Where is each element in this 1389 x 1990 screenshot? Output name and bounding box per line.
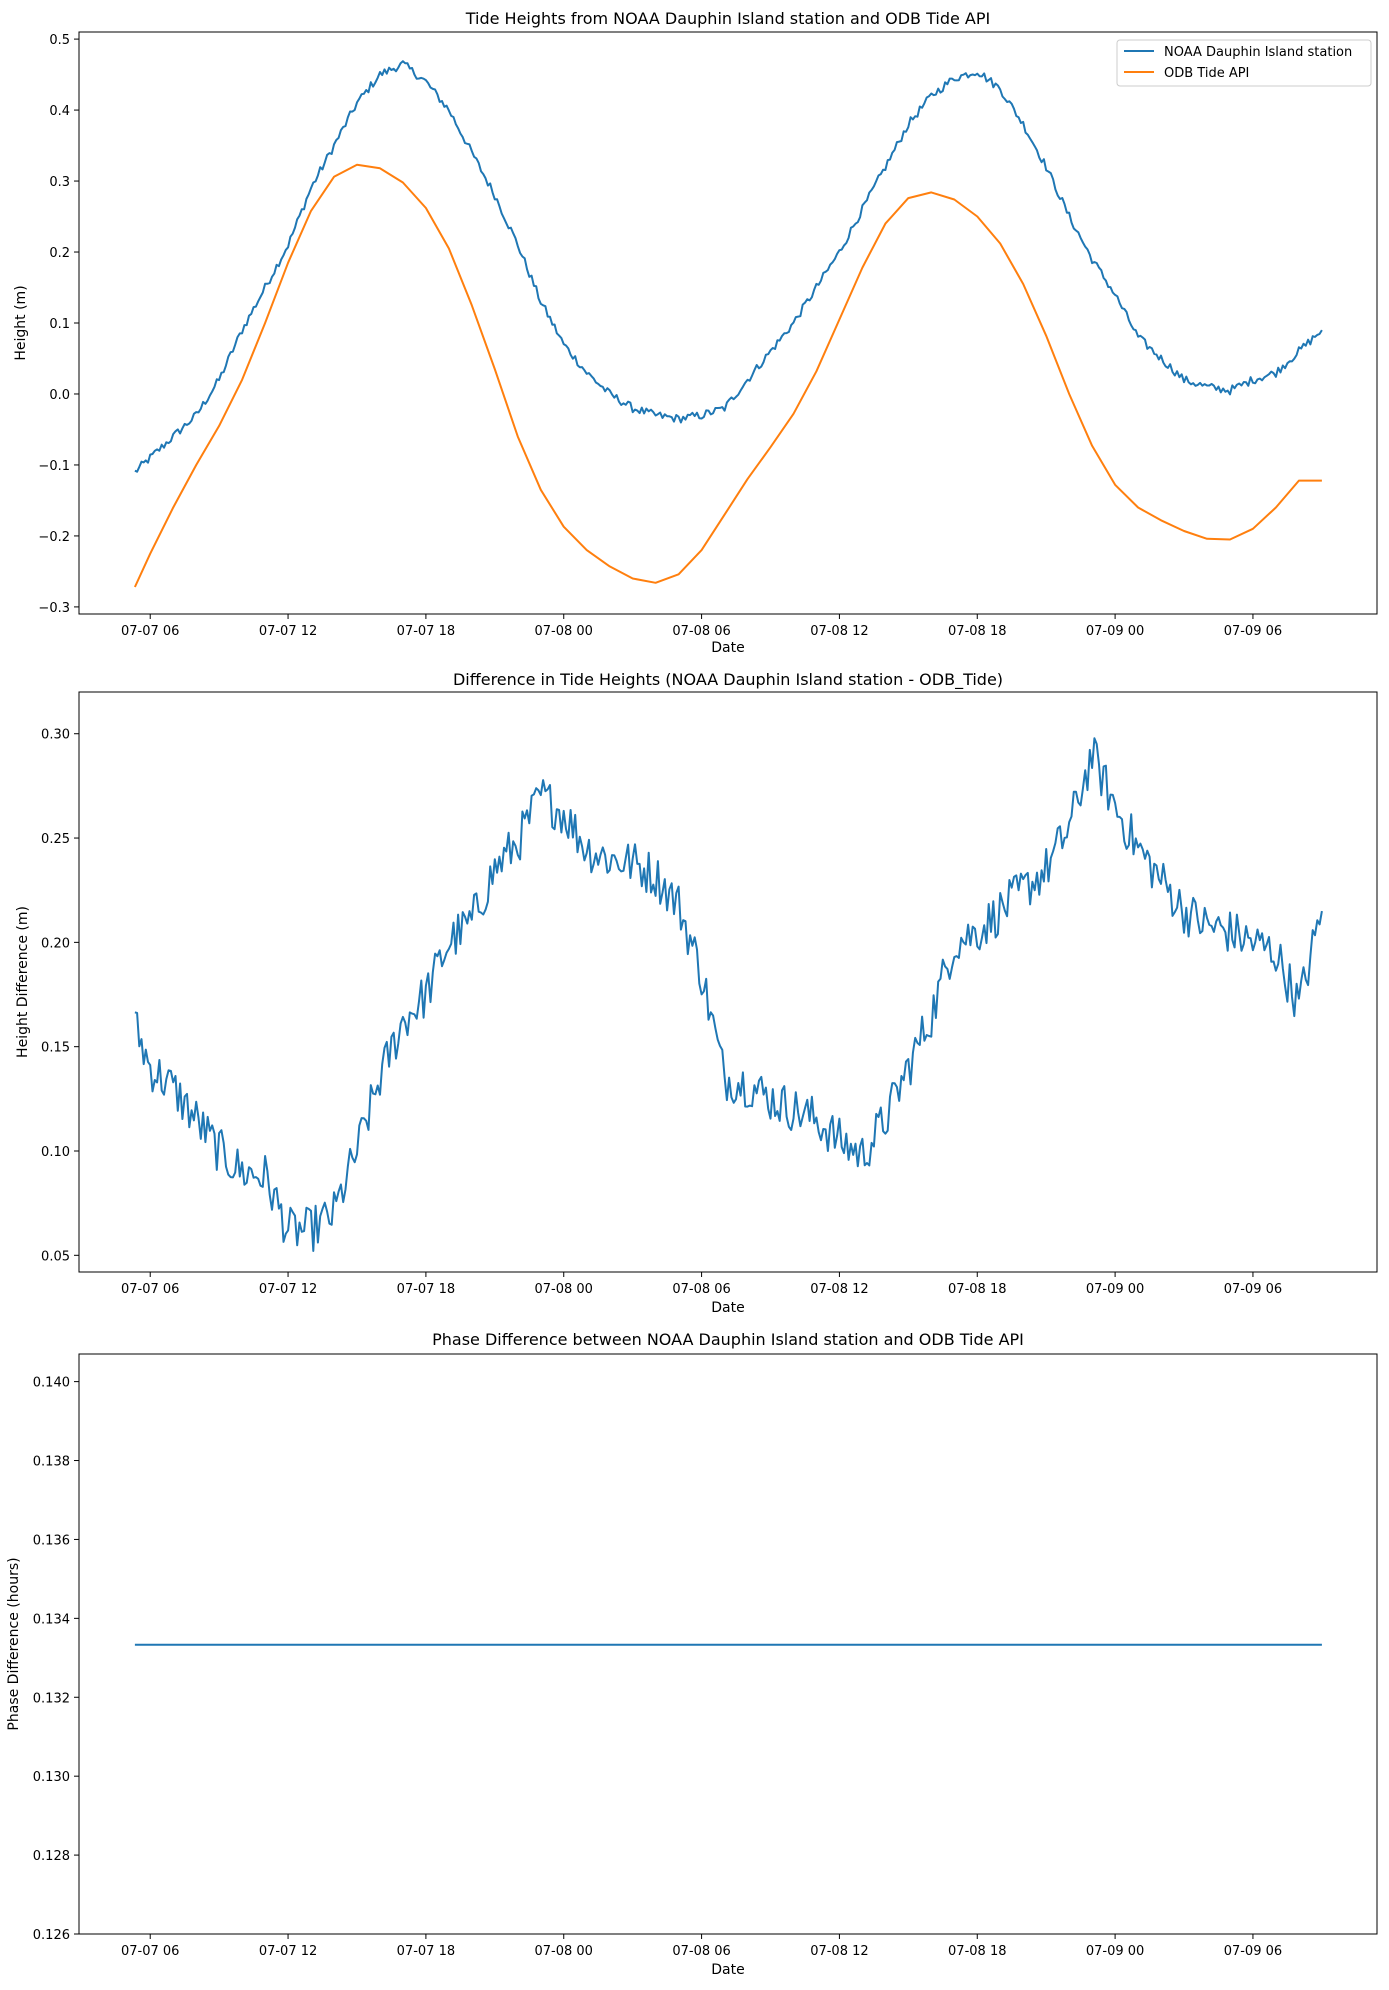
x-tick-label: 07-08 18 [948,1944,1006,1959]
chart1-xlabel: Date [711,640,744,656]
series-line-1-0 [134,737,1323,1252]
y-tick-label: 0.0 [49,388,70,403]
y-tick-label: 0.4 [49,104,70,119]
x-tick-label: 07-08 06 [672,1282,730,1297]
y-tick-label: 0.128 [33,1849,70,1864]
x-tick-label: 07-08 12 [810,1944,868,1959]
x-tick-label: 07-09 00 [1086,624,1144,639]
x-tick-label: 07-09 00 [1086,1944,1144,1959]
x-tick-label: 07-07 18 [397,1282,455,1297]
y-tick-label: −0.3 [38,601,70,616]
legend-label-odb: ODB Tide API [1164,66,1249,81]
x-tick-label: 07-07 06 [121,624,179,639]
chart1-ylabel: Height (m) [13,285,29,360]
y-tick-label: 0.20 [41,936,70,951]
y-tick-label: 0.134 [33,1612,70,1627]
y-tick-label: 0.126 [33,1928,70,1943]
y-tick-label: 0.3 [49,175,70,190]
x-tick-label: 07-09 00 [1086,1282,1144,1297]
x-tick-label: 07-07 06 [121,1944,179,1959]
x-tick-label: 07-08 18 [948,624,1006,639]
y-tick-label: 0.15 [41,1041,70,1056]
x-tick-label: 07-07 06 [121,1282,179,1297]
x-tick-label: 07-08 18 [948,1282,1006,1297]
chart-height-difference: Difference in Tide Heights (NOAA Dauphin… [15,670,1378,1316]
x-tick-label: 07-07 12 [259,1944,317,1959]
y-tick-label: 0.130 [33,1770,70,1785]
y-tick-label: 0.1 [49,317,70,332]
chart-tide-heights: Tide Heights from NOAA Dauphin Island st… [13,9,1378,656]
chart3-title: Phase Difference between NOAA Dauphin Is… [432,1330,1024,1349]
y-tick-label: 0.05 [41,1249,70,1264]
chart1-plot-area: 07-07 06 07-07 12 07-07 18 07-08 00 07-08 06… [38,33,1323,639]
y-tick-label: 0.136 [33,1533,70,1548]
x-tick-label: 07-07 18 [397,1944,455,1959]
series-line-0-1 [133,163,1322,588]
x-tick-label: 07-09 06 [1224,1944,1282,1959]
x-tick-label: 07-08 06 [672,1944,730,1959]
chart3-xlabel: Date [711,1962,744,1978]
series-line-0-0 [134,60,1323,473]
legend-label-noaa: NOAA Dauphin Island station [1164,45,1352,60]
x-tick-label: 07-09 06 [1224,624,1282,639]
x-tick-label: 07-08 00 [535,1944,593,1959]
chart-phase-difference: Phase Difference between NOAA Dauphin Is… [6,1330,1378,1978]
chart3-plot-area: 07-07 06 07-07 12 07-07 18 07-08 00 07-08 06… [33,1376,1322,1959]
chart2-xlabel: Date [711,1300,744,1316]
y-tick-label: 0.25 [41,832,70,847]
chart2-ylabel: Height Difference (m) [15,906,31,1058]
y-tick-label: 0.2 [49,246,70,261]
x-tick-label: 07-07 12 [259,624,317,639]
x-tick-label: 07-07 12 [259,1282,317,1297]
x-tick-label: 07-09 06 [1224,1282,1282,1297]
x-tick-label: 07-08 00 [535,1282,593,1297]
y-tick-label: 0.30 [41,728,70,743]
x-tick-label: 07-08 06 [672,624,730,639]
chart2-title: Difference in Tide Heights (NOAA Dauphin… [453,670,1003,690]
y-tick-label: −0.1 [38,459,70,474]
chart1-legend: NOAA Dauphin Island station ODB Tide API [1116,39,1372,87]
chart2-plot-area: 07-07 06 07-07 12 07-07 18 07-08 00 07-08 06… [41,728,1323,1297]
y-tick-label: 0.138 [33,1455,70,1470]
x-tick-label: 07-08 12 [810,624,868,639]
y-tick-label: 0.5 [49,33,70,48]
chart1-title: Tide Heights from NOAA Dauphin Island st… [465,9,991,28]
y-tick-label: 0.10 [41,1145,70,1160]
x-tick-label: 07-08 12 [810,1282,868,1297]
y-tick-label: 0.132 [33,1691,70,1706]
chart2-frame [78,691,1378,1273]
x-tick-label: 07-07 18 [397,624,455,639]
chart3-ylabel: Phase Difference (hours) [6,1557,22,1730]
x-tick-label: 07-08 00 [535,624,593,639]
chart1-frame [78,31,1378,615]
y-tick-label: 0.140 [33,1376,70,1391]
y-tick-label: −0.2 [38,530,70,545]
chart3-frame [78,1353,1378,1935]
